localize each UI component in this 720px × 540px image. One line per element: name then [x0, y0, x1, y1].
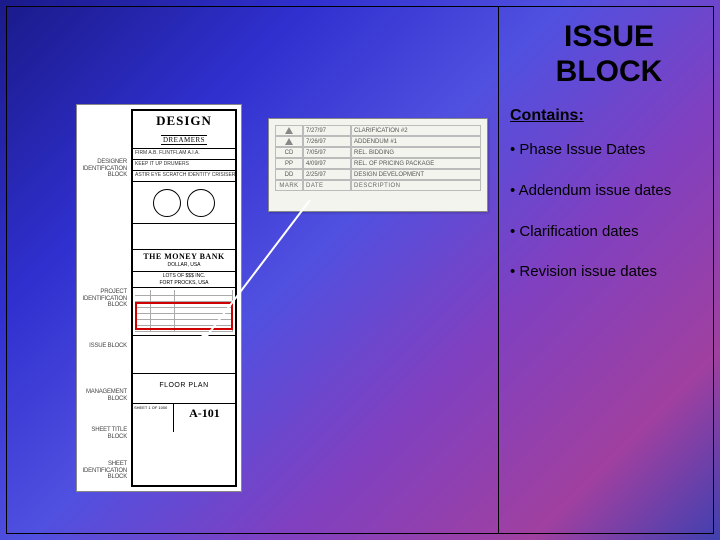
label-issue: ISSUE BLOCK: [89, 343, 127, 350]
vertical-divider: [498, 6, 499, 534]
bullet-4: • Revision issue dates: [510, 263, 708, 282]
detail-desc: REL. BIDDING: [351, 147, 481, 158]
project-sub2: LOTS OF $$$ INC.: [133, 274, 235, 280]
label-sheet-id: SHEET IDENTIFICATION BLOCK: [79, 461, 127, 481]
slide-title: ISSUE BLOCK: [510, 20, 708, 89]
tiny-row-2: KEEP IT UP DRUMERS: [133, 160, 235, 171]
label-sheet-title: SHEET TITLE BLOCK: [79, 427, 127, 440]
project-sub3: FORT PROCKS, USA: [133, 281, 235, 287]
title-line-1: ISSUE: [564, 20, 654, 53]
header-mark: MARK: [275, 180, 303, 191]
logo-subtext: DREAMERS: [161, 135, 207, 145]
seal-circle-2: [187, 189, 215, 217]
management-block: [133, 336, 235, 374]
sheet-id-block: SHEET 1 OF 1000 A-101: [133, 404, 235, 432]
header-desc: DESCRIPTION: [351, 180, 481, 191]
detail-desc: REL. OF PRICING PACKAGE: [351, 158, 481, 169]
label-designer: DESIGNER IDENTIFICATION BLOCK: [79, 159, 127, 179]
seal-circles-block: [133, 182, 235, 224]
text-panel: ISSUE BLOCK Contains: • Phase Issue Date…: [510, 20, 708, 304]
issue-block-region: [133, 288, 235, 336]
logo-text: DESIGN: [135, 113, 233, 129]
detail-desc: ADDENDUM #1: [351, 136, 481, 147]
detail-row: DD 2/25/97 DESIGN DEVELOPMENT: [275, 169, 481, 180]
detail-mark: DD: [275, 169, 303, 180]
project-title: THE MONEY BANK: [133, 252, 235, 261]
tiny-row-1: FIRM A.B. FLINTFLAM A.I.A.: [133, 149, 235, 160]
bullet-2: • Addendum issue dates: [510, 182, 708, 201]
detail-header-row: MARK DATE DESCRIPTION: [275, 180, 481, 191]
detail-desc: CLARIFICATION #2: [351, 125, 481, 136]
detail-date: 4/09/97: [303, 158, 351, 169]
bullet-1: • Phase Issue Dates: [510, 141, 708, 160]
title-block-strip: DESIGNER IDENTIFICATION BLOCK PROJECT ID…: [76, 104, 242, 492]
strip-inner: DESIGN DREAMERS FIRM A.B. FLINTFLAM A.I.…: [131, 109, 237, 487]
mark-triangle-icon: [275, 136, 303, 147]
mark-triangle-icon: [275, 125, 303, 136]
project-sub1: DOLLAR, USA: [133, 263, 235, 269]
header-date: DATE: [303, 180, 351, 191]
detail-row: 7/27/97 CLARIFICATION #2: [275, 125, 481, 136]
subtitle: Contains:: [510, 107, 708, 125]
detail-date: 7/27/97: [303, 125, 351, 136]
detail-row: CD 7/05/97 REL. BIDDING: [275, 147, 481, 158]
tiny-row-3: ASTIR EYE SCRATCH IDENTITY CRISISER: [133, 171, 235, 182]
label-management: MANAGEMENT BLOCK: [79, 389, 127, 402]
issue-block-highlight: [135, 302, 233, 330]
title-line-2: BLOCK: [556, 55, 663, 88]
detail-mark: PP: [275, 158, 303, 169]
detail-desc: DESIGN DEVELOPMENT: [351, 169, 481, 180]
label-project: PROJECT IDENTIFICATION BLOCK: [79, 289, 127, 309]
designer-logo-block: DESIGN DREAMERS: [133, 111, 235, 149]
detail-mark: CD: [275, 147, 303, 158]
bullet-3: • Clarification dates: [510, 223, 708, 242]
detail-row: PP 4/09/97 REL. OF PRICING PACKAGE: [275, 158, 481, 169]
sheet-id-meta: SHEET 1 OF 1000: [133, 404, 174, 432]
detail-date: 7/26/97: [303, 136, 351, 147]
detail-date: 7/05/97: [303, 147, 351, 158]
seal-circle-1: [153, 189, 181, 217]
sheet-title-block: FLOOR PLAN: [133, 374, 235, 404]
side-labels: DESIGNER IDENTIFICATION BLOCK PROJECT ID…: [79, 105, 129, 491]
project-block: THE MONEY BANK DOLLAR, USA LOTS OF $$$ I…: [133, 250, 235, 288]
detail-date: 2/25/97: [303, 169, 351, 180]
spacer-1: [133, 224, 235, 250]
sheet-number: A-101: [174, 404, 235, 432]
detail-row: 7/26/97 ADDENDUM #1: [275, 136, 481, 147]
issue-block-detail: 7/27/97 CLARIFICATION #2 7/26/97 ADDENDU…: [268, 118, 488, 212]
